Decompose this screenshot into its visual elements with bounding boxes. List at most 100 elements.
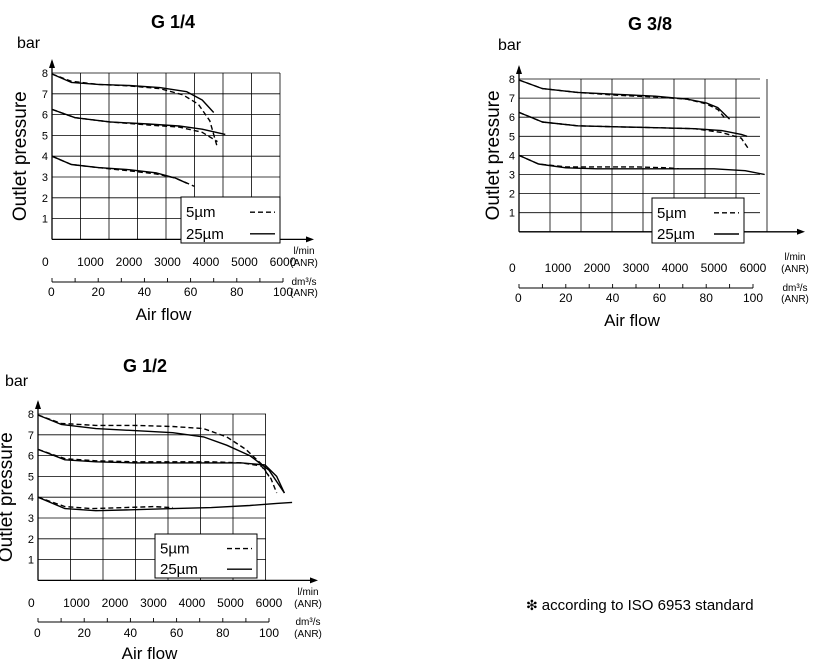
x-tick-label-dm3s: 20 [559, 291, 573, 305]
y-tick-label: 6 [509, 112, 515, 124]
y-tick-label: 6 [28, 451, 34, 463]
x-tick-label-lmin: 1000 [545, 261, 572, 275]
legend-label-25um: 25µm [160, 561, 198, 578]
y-axis-label: Outlet pressure [10, 91, 31, 221]
x-tick-label-dm3s: 60 [170, 626, 184, 640]
dm3s-unit-label: dm³/s [292, 277, 317, 288]
x-tick-label-lmin: 4000 [662, 261, 689, 275]
x-tick-label-dm3s: 80 [216, 626, 230, 640]
x-tick-label-lmin: 5000 [231, 255, 258, 269]
x-axis-arrow-icon [797, 228, 805, 235]
series-5um-line [51, 73, 219, 149]
chart-title: G 1/4 [151, 12, 195, 32]
x-axis-arrow-icon [306, 236, 314, 243]
x-tick-label-dm3s: 60 [653, 291, 667, 305]
series-5um-line [37, 496, 173, 510]
series-25um-line [518, 111, 748, 137]
dm3s-unit-anr: (ANR) [290, 288, 318, 299]
series-25um-line [37, 448, 286, 494]
lmin-unit-label: l/min [293, 246, 314, 257]
y-tick-label: 3 [42, 172, 48, 184]
x-axis-label: Air flow [604, 311, 660, 330]
x-tick-label-lmin: 4000 [193, 255, 220, 269]
y-tick-label: 5 [28, 471, 34, 483]
y-tick-label: 1 [509, 208, 515, 220]
y-tick-label: 8 [509, 74, 515, 86]
x-tick-label-dm3s: 0 [34, 626, 41, 640]
series-25um-line [518, 79, 731, 120]
legend-label-5um: 5µm [657, 205, 686, 222]
y-tick-label: 1 [42, 214, 48, 226]
legend-box [651, 197, 745, 244]
x-tick-label-lmin: 2000 [584, 261, 611, 275]
legend-label-25um: 25µm [657, 226, 695, 243]
x-tick-label-dm3s: 60 [184, 285, 198, 299]
y-tick-label: 3 [509, 170, 515, 182]
legend-box [180, 196, 281, 244]
lmin-unit-anr: (ANR) [781, 264, 809, 275]
x-tick-label-dm3s: 40 [606, 291, 620, 305]
x-tick-label-lmin: 2000 [116, 255, 143, 269]
lmin-unit-label: l/min [297, 587, 318, 598]
y-tick-label: 1 [28, 555, 34, 567]
series-25um-line [51, 155, 188, 184]
dm3s-unit-label: dm³/s [783, 283, 808, 294]
x-tick-label-lmin: 1000 [63, 596, 90, 610]
y-tick-label: 7 [42, 89, 48, 101]
series-5um-line [37, 414, 270, 477]
legend-label-25um: 25µm [186, 226, 224, 243]
y-tick-label: 5 [42, 130, 48, 142]
y-tick-label: 7 [28, 430, 34, 442]
x-tick-label-lmin: 3000 [623, 261, 650, 275]
series-25um-line [37, 414, 285, 494]
y-tick-label: 6 [42, 110, 48, 122]
series-25um-line [51, 73, 215, 113]
y-tick-label: 5 [509, 131, 515, 143]
chart-title: G 3/8 [628, 14, 672, 34]
dm3s-unit-anr: (ANR) [781, 294, 809, 305]
x-tick-label-lmin: 3000 [140, 596, 167, 610]
chart-title: G 1/2 [123, 356, 167, 376]
x-tick-label-lmin: 2000 [102, 596, 129, 610]
y-tick-label: 2 [28, 534, 34, 546]
x-tick-label-dm3s: 80 [700, 291, 714, 305]
y-tick-label: 7 [509, 93, 515, 105]
x-tick-label-dm3s: 100 [743, 291, 763, 305]
y-tick-label: 2 [509, 189, 515, 201]
series-5um-line [51, 155, 195, 188]
y-tick-label: 4 [28, 492, 34, 504]
x-tick-label-lmin: 5000 [701, 261, 728, 275]
y-axis-arrow-icon [49, 59, 55, 68]
legend-label-5um: 5µm [186, 204, 215, 221]
x-tick-label-lmin: 0 [28, 596, 35, 610]
x-tick-label-dm3s: 0 [48, 285, 55, 299]
x-tick-label-lmin: 6000 [740, 261, 767, 275]
series-25um-line [37, 496, 293, 512]
series-5um-line [37, 448, 278, 494]
x-tick-label-lmin: 6000 [256, 596, 283, 610]
footnote-star-icon: ❇ [526, 597, 538, 613]
series-5um-line [518, 111, 750, 151]
legend-label-5um: 5µm [160, 541, 189, 558]
series-5um-line [518, 154, 679, 170]
x-axis-label: Air flow [136, 305, 192, 324]
x-tick-label-dm3s: 100 [259, 626, 279, 640]
x-tick-label-dm3s: 20 [92, 285, 106, 299]
y-tick-label: 4 [509, 150, 515, 162]
x-tick-label-dm3s: 0 [515, 291, 522, 305]
dm3s-unit-anr: (ANR) [294, 629, 322, 640]
lmin-unit-label: l/min [784, 252, 805, 263]
y-axis-label: Outlet pressure [483, 90, 504, 220]
legend-box [154, 533, 258, 579]
x-tick-label-lmin: 5000 [217, 596, 244, 610]
y-unit-label: bar [5, 373, 29, 390]
y-tick-label: 2 [42, 193, 48, 205]
x-tick-label-lmin: 1000 [77, 255, 104, 269]
x-tick-label-lmin: 4000 [179, 596, 206, 610]
x-axis-label: Air flow [122, 644, 178, 662]
x-tick-label-dm3s: 80 [230, 285, 244, 299]
y-axis-arrow-icon [35, 400, 41, 409]
y-tick-label: 4 [42, 151, 48, 163]
lmin-unit-anr: (ANR) [290, 258, 318, 269]
x-tick-label-lmin: 3000 [154, 255, 181, 269]
